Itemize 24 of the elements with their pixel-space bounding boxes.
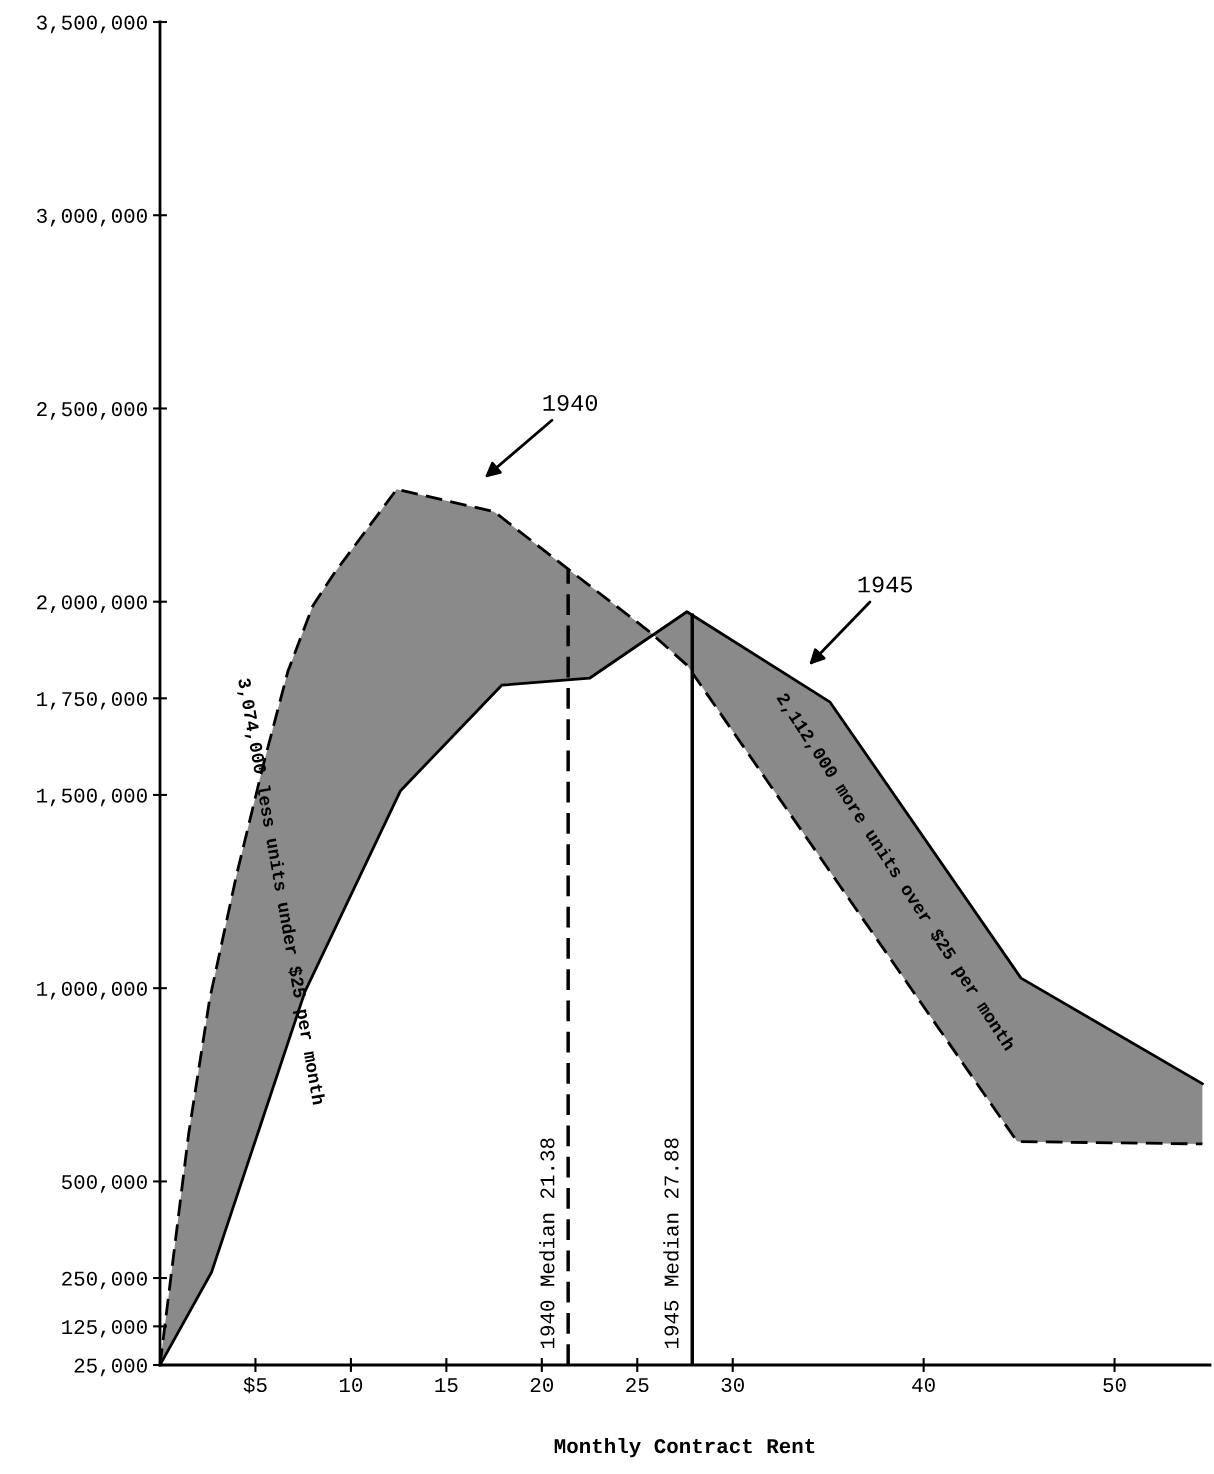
- x-tick-label: 50: [1103, 1377, 1126, 1393]
- x-tick-label: $5: [243, 1376, 267, 1394]
- y-tick-label: 250,000: [62, 1271, 147, 1290]
- y-tick-label: 500,000: [61, 1175, 147, 1193]
- y-tick-label: 1,750,000: [37, 691, 147, 710]
- y-tick-label: 125,000: [62, 1319, 147, 1338]
- ref-line-label: 1940 Median 21.38: [539, 1138, 555, 1349]
- annotation: 1940: [543, 394, 598, 411]
- y-tick-label: 1,500,000: [37, 788, 147, 807]
- x-tick-label: 25: [626, 1377, 649, 1393]
- y-tick-label: 2,500,000: [37, 402, 147, 420]
- x-axis-title: Monthly Contract Rent: [554, 1437, 815, 1458]
- y-tick-label: 3,500,000: [36, 15, 147, 34]
- annotation: 1945: [858, 576, 912, 593]
- y-tick-label: 2,000,000: [37, 595, 147, 613]
- x-tick-label: 20: [530, 1377, 554, 1393]
- x-tick-label: 10: [339, 1377, 363, 1393]
- y-tick-label: 1,000,000: [37, 981, 147, 1000]
- y-tick-label: 3,000,000: [36, 208, 147, 227]
- x-tick-label: 15: [435, 1378, 458, 1393]
- x-tick-label: 30: [721, 1377, 744, 1393]
- y-tick-label: 25,000: [74, 1358, 147, 1377]
- x-tick-label: 40: [912, 1377, 935, 1393]
- ref-line-label: 1945 Median 27.88: [663, 1138, 679, 1349]
